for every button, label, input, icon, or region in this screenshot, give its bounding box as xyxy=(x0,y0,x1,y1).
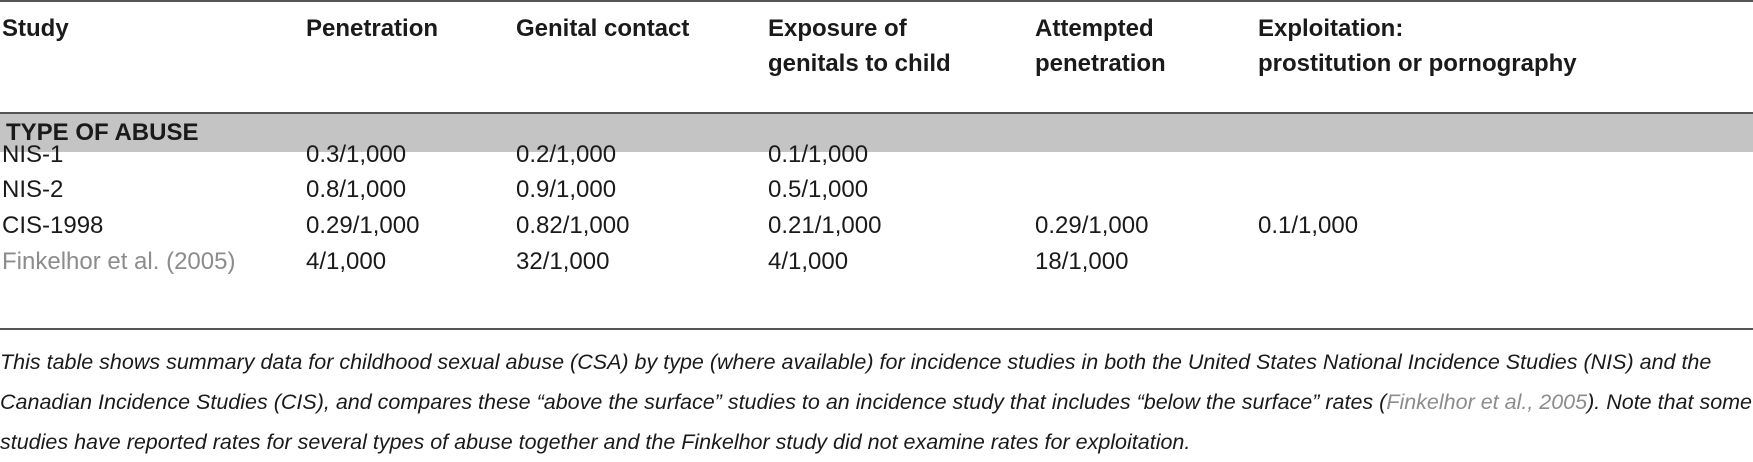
header-exploitation-line1: Exploitation: xyxy=(1258,15,1404,42)
section-row: TYPE OF ABUSE xyxy=(0,114,1753,152)
cell-penetration: 0.8/1,000 xyxy=(306,176,407,203)
header-exposure-line2: genitals to child xyxy=(768,50,951,77)
cell-exposure: 0.5/1,000 xyxy=(768,176,869,203)
table-top-rule xyxy=(0,0,1753,2)
cell-genital-contact: 0.9/1,000 xyxy=(516,176,617,203)
header-study: Study xyxy=(2,15,69,42)
caption-text-part2: ). Note that some studies have reported … xyxy=(0,390,1753,454)
header-rule xyxy=(0,112,1753,114)
section-label: TYPE OF ABUSE xyxy=(6,119,199,146)
header-exposure-line1: Exposure of xyxy=(768,15,907,42)
caption-text-part1: This table shows summary data for childh… xyxy=(0,350,1712,414)
cell-exploitation: 0.1/1,000 xyxy=(1258,212,1359,239)
cell-penetration: 4/1,000 xyxy=(306,248,387,275)
caption-reference-link[interactable]: Finkelhor et al., 2005 xyxy=(1386,390,1588,414)
cell-study: CIS-1998 xyxy=(2,212,104,239)
cell-study: NIS-1 xyxy=(2,141,64,168)
table-row: Finkelhor et al. (2005) 4/1,000 32/1,000… xyxy=(0,242,1753,282)
table-caption: This table shows summary data for childh… xyxy=(0,342,1753,462)
cell-genital-contact: 0.82/1,000 xyxy=(516,212,630,239)
cell-attempted: 0.29/1,000 xyxy=(1035,212,1149,239)
header-penetration: Penetration xyxy=(306,15,439,42)
cell-exposure: 0.1/1,000 xyxy=(768,141,869,168)
table-bottom-rule xyxy=(0,328,1753,330)
cell-genital-contact: 32/1,000 xyxy=(516,248,610,275)
cell-penetration: 0.3/1,000 xyxy=(306,141,407,168)
cell-study: NIS-2 xyxy=(2,176,64,203)
cell-exposure: 4/1,000 xyxy=(768,248,849,275)
cell-study-reference-link[interactable]: Finkelhor et al. (2005) xyxy=(2,248,236,275)
table-row: CIS-1998 0.29/1,000 0.82/1,000 0.21/1,00… xyxy=(0,206,1753,246)
cell-attempted: 18/1,000 xyxy=(1035,248,1129,275)
cell-penetration: 0.29/1,000 xyxy=(306,212,420,239)
header-attempted-line1: Attempted xyxy=(1035,15,1154,42)
cell-genital-contact: 0.2/1,000 xyxy=(516,141,617,168)
table-row: NIS-1 0.3/1,000 0.2/1,000 0.1/1,000 xyxy=(0,135,1753,175)
cell-exposure: 0.21/1,000 xyxy=(768,212,882,239)
header-genital-contact: Genital contact xyxy=(516,15,690,42)
header-exploitation-line2: prostitution or pornography xyxy=(1258,50,1577,77)
table-row: NIS-2 0.8/1,000 0.9/1,000 0.5/1,000 xyxy=(0,170,1753,210)
header-attempted-line2: penetration xyxy=(1035,50,1166,77)
